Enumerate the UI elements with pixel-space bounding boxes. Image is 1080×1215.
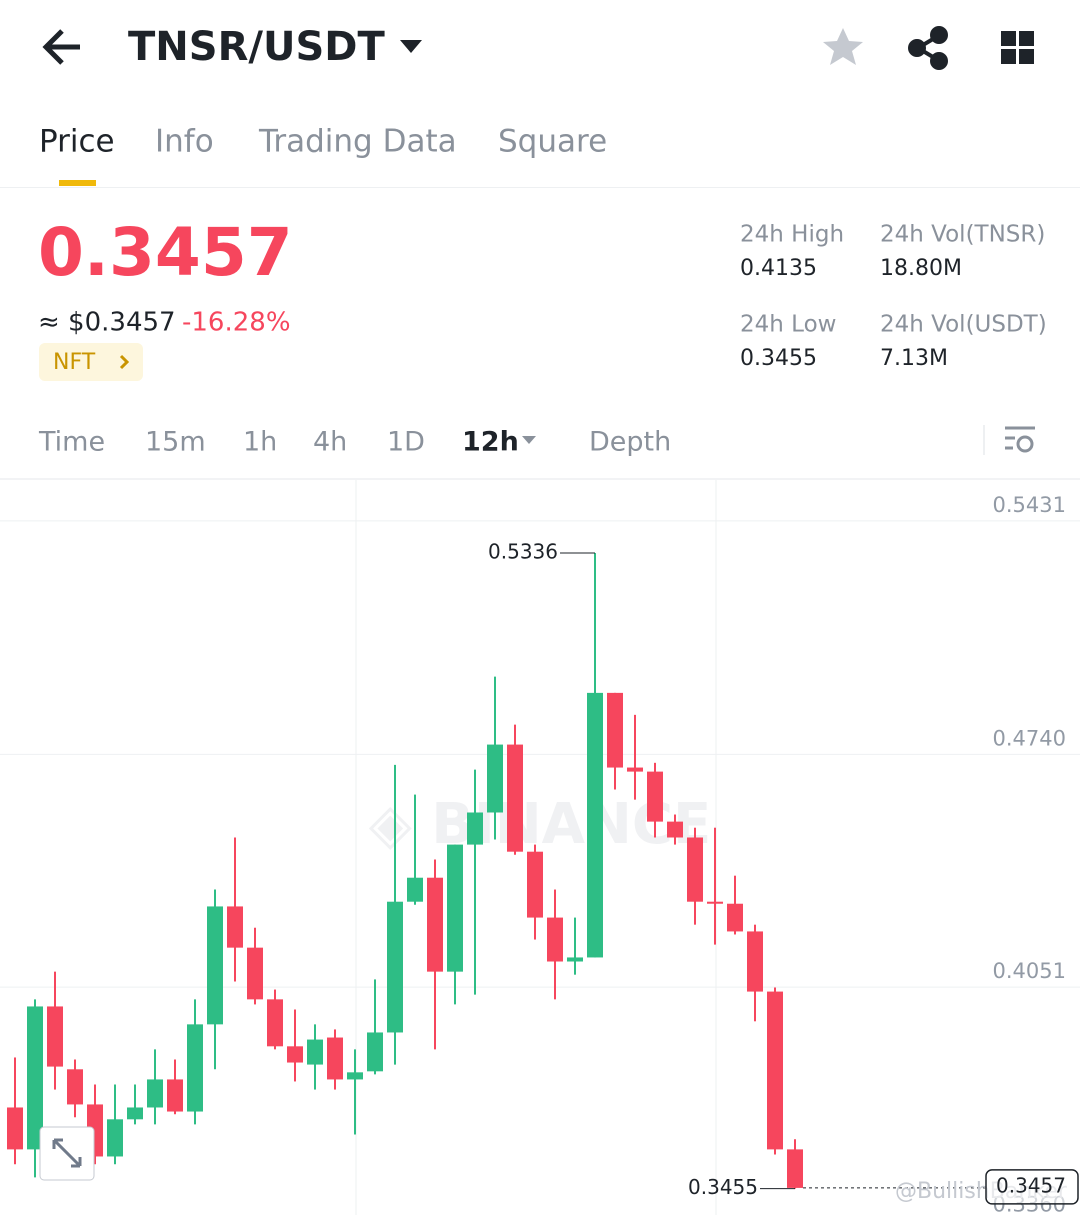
y-tick-label: 0.5431: [993, 493, 1066, 517]
low-label: 0.3455: [688, 1175, 758, 1199]
chart-settings-icon[interactable]: [1005, 426, 1035, 453]
chart: ◈ BINANCE 0.54310.47400.40510.33600.5336…: [0, 480, 1080, 1215]
last-price-tag: [985, 1169, 1079, 1205]
candle-body: [787, 1149, 803, 1188]
candle-body: [267, 999, 283, 1047]
high-label: 0.5336: [488, 539, 558, 563]
interval[interactable]: 15m: [145, 427, 206, 458]
candle-body: [467, 812, 483, 845]
candle-body: [107, 1119, 123, 1157]
candle-body: [507, 744, 523, 852]
candle-body: [167, 1079, 183, 1112]
tabs: Price Info Trading Data Square: [0, 124, 1080, 188]
divider: [983, 425, 985, 455]
tab-indicator: [59, 180, 96, 186]
candle-body: [707, 901, 723, 904]
tab[interactable]: Square: [498, 124, 607, 160]
stat-value: 0.3455: [740, 346, 817, 371]
candle-body: [607, 692, 623, 768]
candle-body: [747, 931, 763, 992]
tab[interactable]: Trading Data: [258, 124, 457, 160]
pair-title[interactable]: TNSR/USDT: [128, 24, 385, 70]
interval[interactable]: 1h: [243, 427, 277, 458]
candle-body: [767, 991, 783, 1150]
candle-body: [527, 851, 543, 918]
divider: [0, 187, 1080, 188]
interval[interactable]: Depth: [589, 427, 671, 458]
ticker: 0.3457 ≈ $0.3457 -16.28% NFT 24h High 0.…: [38, 214, 1047, 381]
stat-label: 24h Vol(USDT): [880, 312, 1047, 338]
candle-body: [187, 1024, 203, 1112]
expand-button[interactable]: [39, 1126, 95, 1181]
interval[interactable]: Time: [38, 427, 105, 458]
candle-body: [727, 903, 743, 932]
tab[interactable]: Price: [39, 124, 115, 160]
stat-value: 7.13M: [880, 346, 948, 371]
menu-icon[interactable]: [1001, 31, 1034, 64]
candle-body: [7, 1107, 23, 1150]
candle-body: [147, 1079, 163, 1108]
pair-caret[interactable]: [400, 40, 422, 53]
candle-body: [327, 1037, 343, 1080]
candle-body: [647, 771, 663, 822]
interval[interactable]: 12h: [462, 427, 519, 458]
tab[interactable]: Info: [155, 124, 214, 160]
stat-value: 18.80M: [880, 256, 962, 281]
y-tick-label: 0.4740: [993, 726, 1066, 750]
last-price-label: 0.3457: [996, 1173, 1066, 1197]
chip-arrow: [119, 354, 130, 370]
candle-body: [687, 837, 703, 902]
header: TNSR/USDT: [42, 24, 1034, 70]
candle-body: [227, 906, 243, 948]
candle-body: [247, 947, 263, 1000]
stat-label: 24h Low: [740, 312, 836, 338]
candle-body: [367, 1032, 383, 1072]
candle-body: [587, 692, 603, 958]
interval-caret[interactable]: [522, 436, 536, 444]
divider: [0, 478, 1080, 480]
nft-chip[interactable]: [39, 343, 143, 381]
candle-body: [127, 1107, 143, 1120]
candle-body: [547, 917, 563, 962]
candle-body: [387, 901, 403, 1033]
candle-body: [447, 844, 463, 972]
stat-label: 24h Vol(TNSR): [880, 222, 1045, 248]
interval[interactable]: 1D: [387, 427, 425, 458]
price-change: -16.28%: [182, 308, 291, 338]
candle-body: [307, 1039, 323, 1065]
usd-price: ≈ $0.3457: [38, 308, 176, 338]
candle-body: [567, 957, 583, 962]
candle-body: [67, 1069, 83, 1105]
candle-body: [287, 1046, 303, 1063]
stat-label: 24h High: [740, 222, 844, 248]
candle-body: [487, 744, 503, 813]
favorite-icon[interactable]: [823, 28, 863, 65]
candle-body: [27, 1006, 43, 1150]
stat-value: 0.4135: [740, 256, 817, 281]
back-button[interactable]: [42, 29, 80, 65]
candle-body: [347, 1072, 363, 1080]
last-price: 0.3457: [38, 214, 293, 291]
y-tick-label: 0.4051: [993, 959, 1066, 983]
candle-body: [407, 877, 423, 902]
interval[interactable]: 4h: [313, 427, 347, 458]
candle-body: [667, 821, 683, 838]
candle-body: [207, 906, 223, 1025]
intervals: Time 15m 1h 4h 1D 12h Depth: [0, 425, 1080, 480]
candle-body: [47, 1006, 63, 1067]
share-icon[interactable]: [908, 26, 948, 70]
candle-body: [627, 767, 643, 772]
nft-tag[interactable]: NFT: [53, 350, 96, 375]
expand-icon: [52, 1138, 82, 1168]
candle-body: [427, 877, 443, 972]
